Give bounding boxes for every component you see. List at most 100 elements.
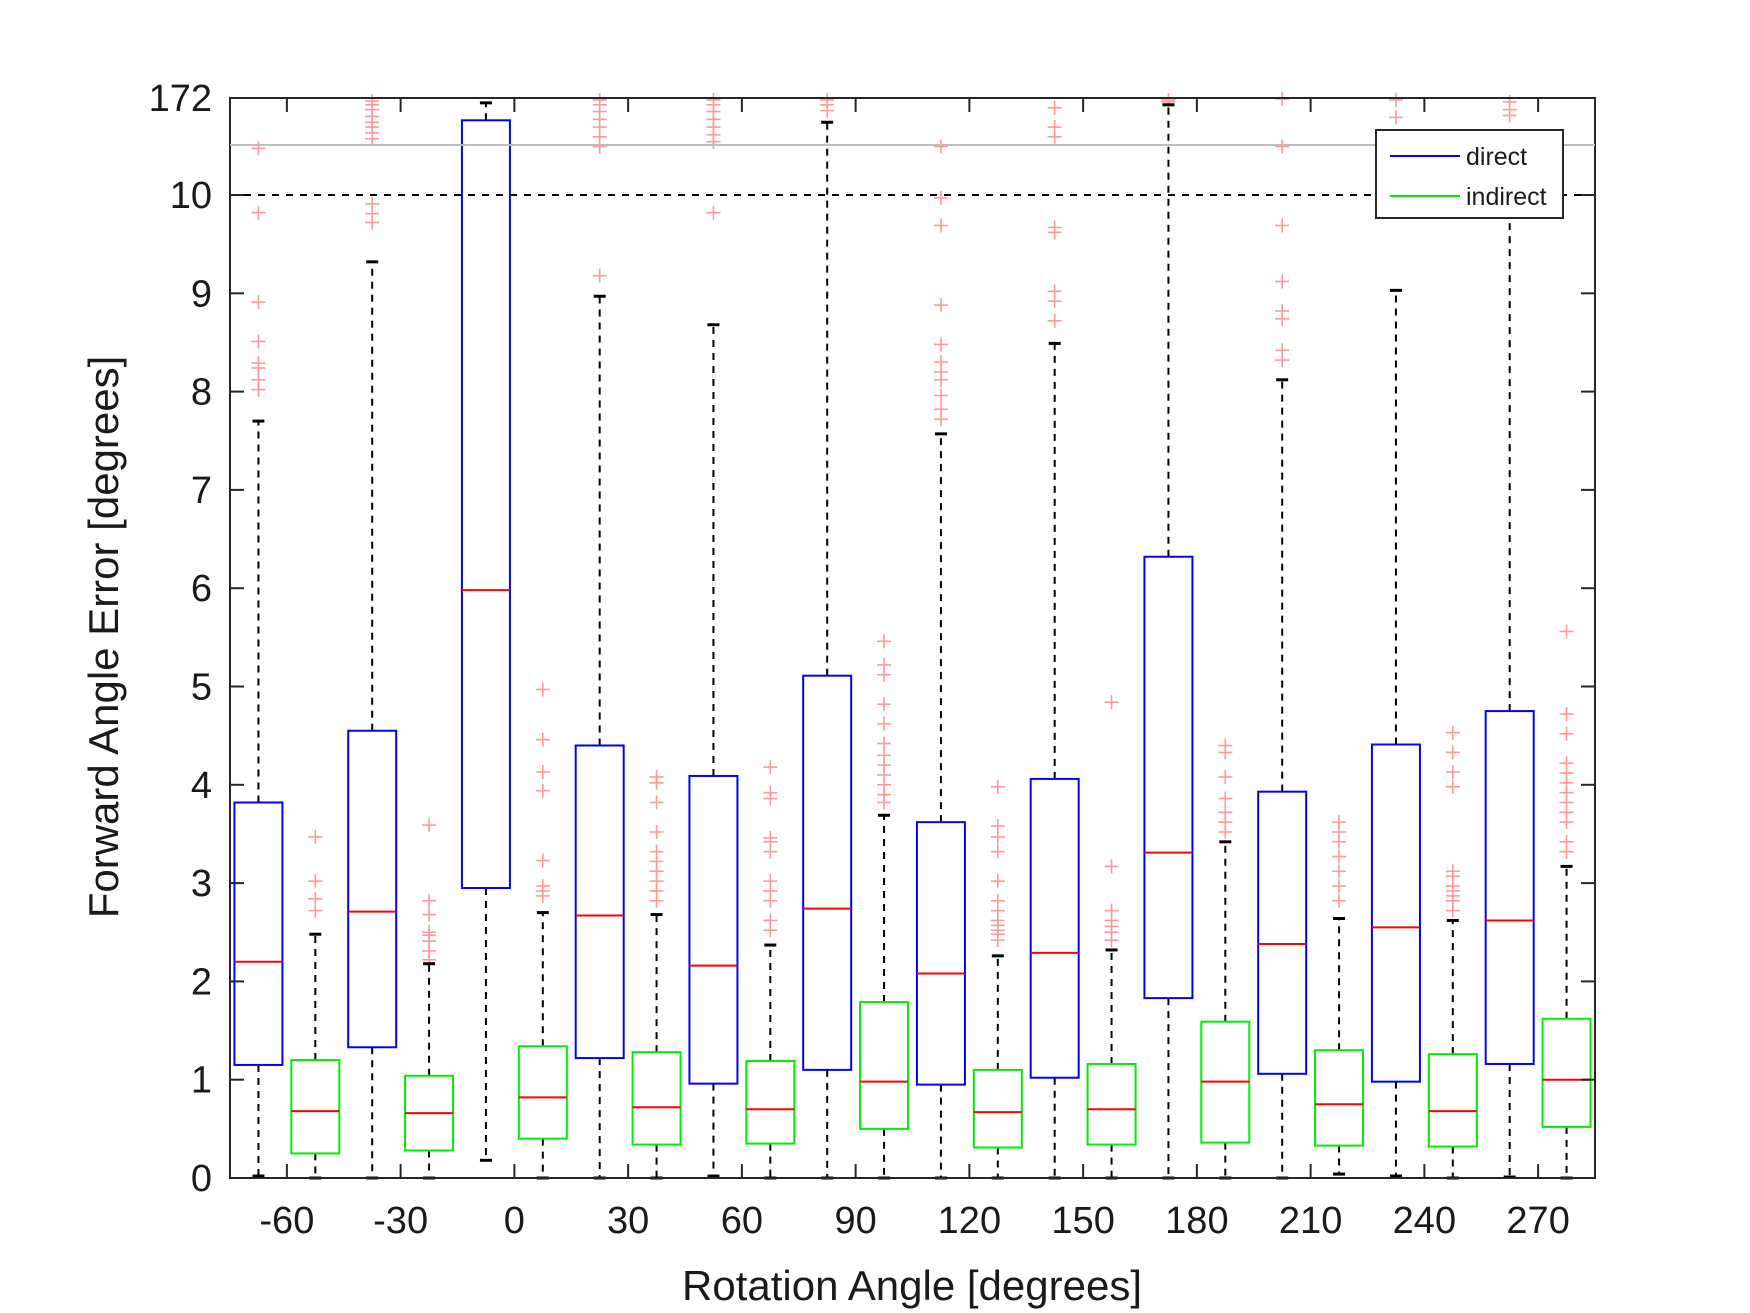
outlier-point: [877, 748, 892, 763]
outlier-point: [1218, 769, 1233, 784]
outlier-point: [649, 844, 664, 859]
outlier-point: [592, 268, 607, 283]
box-body: [631, 1051, 682, 1146]
box-direct-30: [574, 294, 625, 1180]
box-body: [859, 1001, 910, 1130]
box-direct--30: [347, 260, 398, 1180]
outlier-point: [1559, 707, 1574, 722]
box-body: [1029, 777, 1080, 1079]
box-body: [1427, 1053, 1478, 1148]
y-tick-label: 1: [191, 1060, 212, 1102]
outlier-point: [877, 716, 892, 731]
axes-layer: Rotation Angle [degrees] Forward Angle E…: [80, 78, 1596, 1309]
box-indirect-60: [745, 943, 796, 1180]
outlier-point: [649, 824, 664, 839]
y-tick-label: 9: [191, 273, 212, 315]
outlier-point: [1104, 695, 1119, 710]
x-tick-label: 30: [607, 1200, 649, 1242]
outlier-point: [308, 891, 323, 906]
outlier-point: [763, 830, 778, 845]
outlier-point: [990, 844, 1005, 859]
outlier-point: [1332, 815, 1347, 830]
outlier-point: [1047, 100, 1062, 115]
y-tick-label: 10: [170, 175, 212, 217]
x-tick-label: -30: [373, 1200, 428, 1242]
y-tick-label: 3: [191, 863, 212, 905]
outlier-point: [763, 760, 778, 775]
outlier-point: [933, 402, 948, 417]
outlier-point: [820, 92, 835, 107]
outlier-point: [1388, 110, 1403, 125]
outlier-point: [1104, 859, 1119, 874]
outlier-point: [1559, 726, 1574, 741]
boxes-layer: [233, 101, 1592, 1180]
outlier-point: [763, 874, 778, 889]
box-body: [915, 821, 966, 1086]
outlier-point: [308, 874, 323, 889]
outlier-point: [933, 337, 948, 352]
box-indirect-270: [1541, 864, 1592, 1180]
outliers-layer: [251, 91, 1574, 967]
y-tick-label: 2: [191, 961, 212, 1003]
box-direct-60: [688, 323, 739, 1178]
outlier-point: [933, 190, 948, 205]
box-indirect-150: [1086, 948, 1137, 1180]
outlier-point: [251, 334, 266, 349]
outlier-point: [535, 682, 550, 697]
legend-label-indirect: indirect: [1466, 183, 1547, 211]
box-body: [460, 119, 511, 890]
outlier-point: [763, 785, 778, 800]
outlier-point: [933, 355, 948, 370]
x-tick-label: 0: [504, 1200, 525, 1242]
box-body: [745, 1060, 796, 1145]
outlier-point: [649, 769, 664, 784]
outlier-point: [933, 218, 948, 233]
outlier-point: [1332, 879, 1347, 894]
box-body: [1257, 790, 1308, 1075]
x-tick-label: 210: [1279, 1200, 1342, 1242]
outlier-point: [251, 356, 266, 371]
box-direct-180: [1143, 103, 1194, 1180]
box-direct-240: [1370, 288, 1421, 1178]
outlier-point: [763, 913, 778, 928]
outlier-point: [1218, 805, 1233, 820]
box-body: [1370, 743, 1421, 1083]
outlier-point: [1445, 765, 1460, 780]
outlier-point: [990, 779, 1005, 794]
outlier-point: [535, 765, 550, 780]
outlier-point: [1218, 791, 1233, 806]
outlier-point: [535, 879, 550, 894]
y-tick-label: 6: [191, 568, 212, 610]
outlier-point: [933, 388, 948, 403]
outlier-point: [1445, 779, 1460, 794]
box-indirect-180: [1200, 840, 1251, 1180]
outlier-point: [933, 139, 948, 154]
outlier-point: [1559, 834, 1574, 849]
outlier-point: [308, 829, 323, 844]
outlier-point: [1332, 849, 1347, 864]
outlier-point: [877, 736, 892, 751]
outlier-point: [1275, 343, 1290, 358]
outlier-point: [649, 795, 664, 810]
x-axis-title: Rotation Angle [degrees]: [682, 1262, 1142, 1309]
outlier-point: [592, 92, 607, 107]
box-body: [1314, 1049, 1365, 1147]
outlier-point: [1275, 274, 1290, 289]
outlier-point: [1047, 313, 1062, 328]
box-body: [802, 674, 853, 1071]
outlier-point: [308, 903, 323, 918]
x-tick-label: 180: [1165, 1200, 1228, 1242]
outlier-point: [365, 93, 380, 108]
outlier-point: [706, 205, 721, 220]
outlier-point: [1275, 139, 1290, 154]
box-indirect-210: [1314, 916, 1365, 1176]
legend-label-direct: direct: [1466, 143, 1527, 171]
outlier-point: [535, 853, 550, 868]
outlier-point: [1559, 624, 1574, 639]
y-axis-title: Forward Angle Error [degrees]: [80, 356, 127, 919]
outlier-point: [990, 893, 1005, 908]
outlier-point: [933, 298, 948, 313]
box-direct-270: [1484, 193, 1535, 1179]
outlier-point: [990, 819, 1005, 834]
outlier-point: [1502, 94, 1517, 109]
